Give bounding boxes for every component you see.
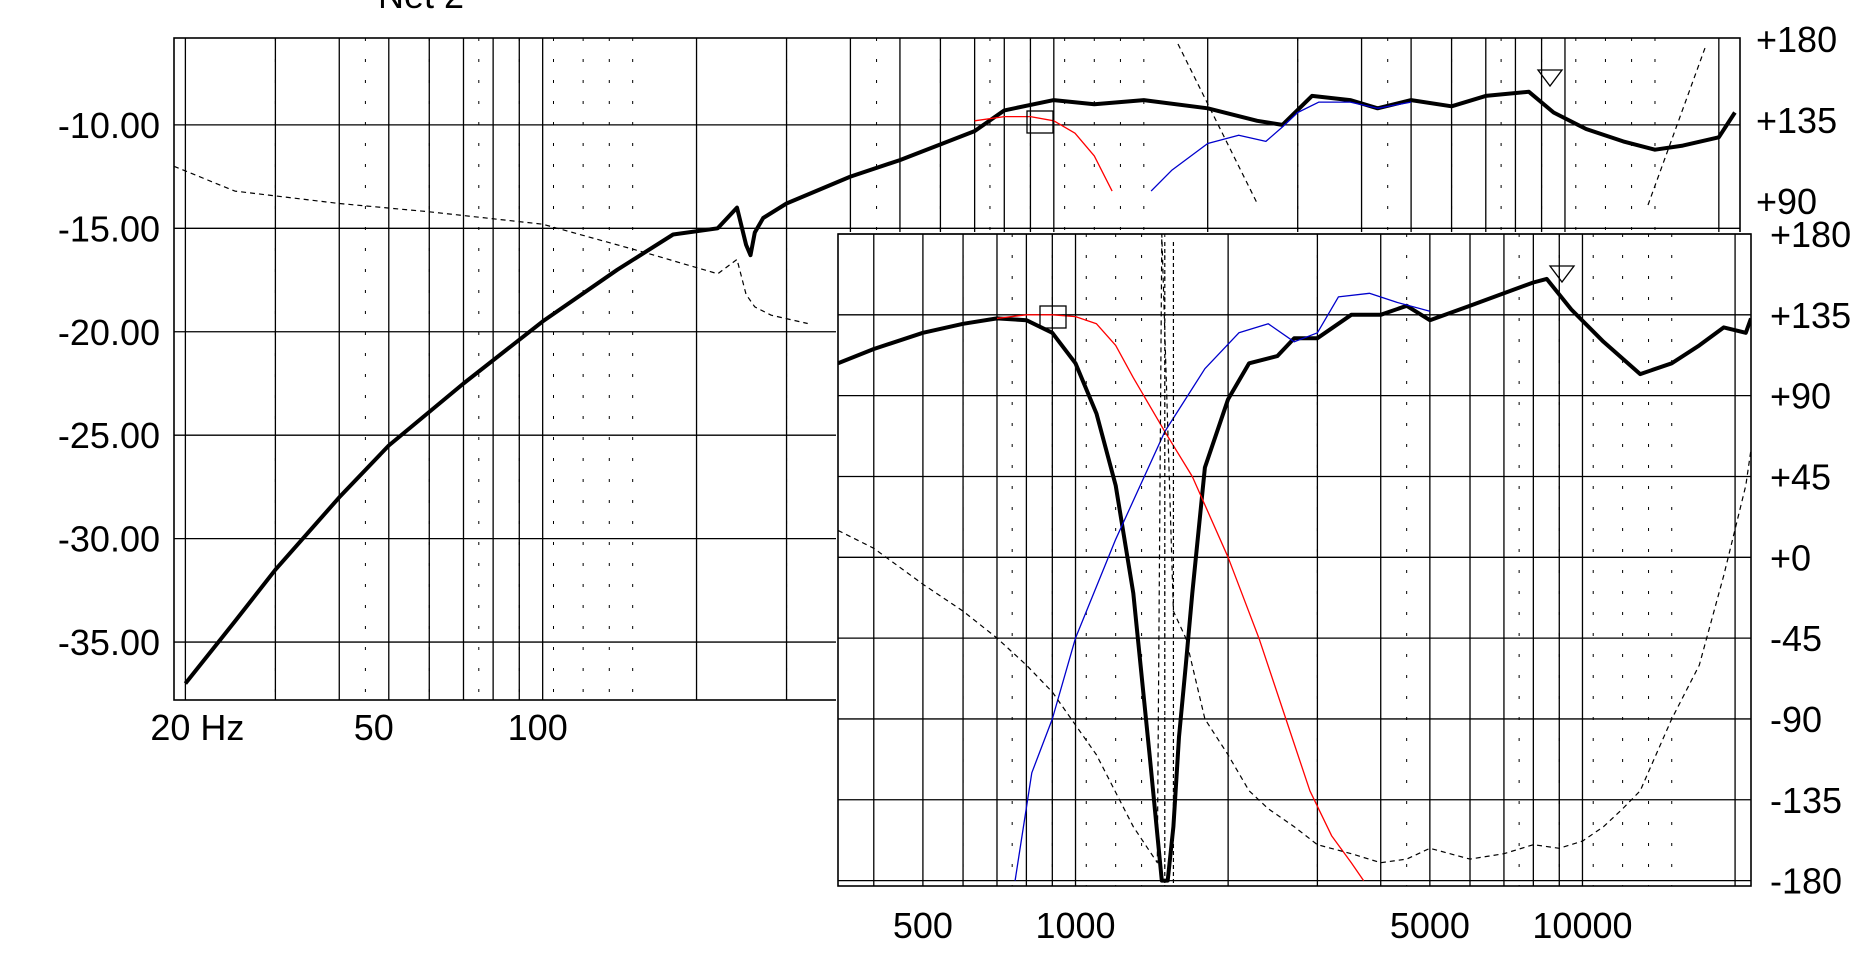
y-tick-label: -15.00 xyxy=(58,208,160,249)
chart-title-fragment: Net 2 xyxy=(378,0,464,16)
series-line-phase-dashed-fragment xyxy=(1177,43,1259,206)
x-tick-label: 50 xyxy=(354,707,394,748)
series-line-phase-dashed-fragment xyxy=(1647,47,1706,206)
y-tick-label: -35.00 xyxy=(58,622,160,663)
background-markers xyxy=(1026,43,1706,206)
x-tick-label: 500 xyxy=(893,905,953,946)
background-series xyxy=(174,89,1737,685)
y-right-tick-label: +180 xyxy=(1756,19,1837,60)
y-right-tick-label: -45 xyxy=(1770,618,1822,659)
y-right-tick-label: +135 xyxy=(1756,100,1837,141)
y-tick-label: -30.00 xyxy=(58,519,160,560)
y-right-tick-label: +180 xyxy=(1770,214,1851,255)
marker-triangle xyxy=(1536,69,1564,88)
x-tick-label: 100 xyxy=(508,707,568,748)
y-right-tick-label: +90 xyxy=(1756,181,1817,222)
inset-tick-labels: +180 +135 +90 +45 +0 -45 -90 -135 -180 500 1000 500… xyxy=(893,214,1851,946)
x-tick-label: 1000 xyxy=(1035,905,1115,946)
y-tick-label: -10.00 xyxy=(58,105,160,146)
y-tick-label: -20.00 xyxy=(58,312,160,353)
background-tick-labels: -10.00 -15.00 -20.00 -25.00 -30.00 -35.00 20 H… xyxy=(58,19,1837,748)
series-line-000000-thick xyxy=(838,276,1751,883)
series-line-ff0000-thin xyxy=(974,115,1113,192)
series-line-000000-dashed xyxy=(174,165,808,325)
series-line-ff0000-thin xyxy=(996,314,1365,881)
inset-panel: +180 +135 +90 +45 +0 -45 -90 -135 -180 500 1000 500… xyxy=(836,214,1874,958)
x-tick-label: 10000 xyxy=(1532,905,1632,946)
marker-square xyxy=(1039,305,1067,329)
y-right-tick-label: -90 xyxy=(1770,699,1822,740)
series-line-000000-thick xyxy=(183,89,1737,685)
x-tick-label: 20 Hz xyxy=(150,707,244,748)
marker-triangle xyxy=(1548,265,1576,284)
series-line-0000cc-thin xyxy=(1014,292,1431,881)
inset-markers xyxy=(1039,265,1576,329)
x-tick-label: 5000 xyxy=(1390,905,1470,946)
series-line-0000cc-thin xyxy=(1150,101,1412,192)
y-right-tick-label: -180 xyxy=(1770,861,1842,902)
series-line-000000-dashed xyxy=(838,234,1751,864)
y-right-tick-label: +45 xyxy=(1770,456,1831,497)
y-right-tick-label: -135 xyxy=(1770,780,1842,821)
inset-background xyxy=(836,232,1874,958)
y-right-tick-label: +0 xyxy=(1770,537,1811,578)
inset-series xyxy=(838,234,1751,886)
y-right-tick-label: +135 xyxy=(1770,295,1851,336)
y-right-tick-label: +90 xyxy=(1770,376,1831,417)
marker-square xyxy=(1026,110,1054,134)
inset-grid xyxy=(836,232,1874,958)
y-tick-label: -25.00 xyxy=(58,415,160,456)
